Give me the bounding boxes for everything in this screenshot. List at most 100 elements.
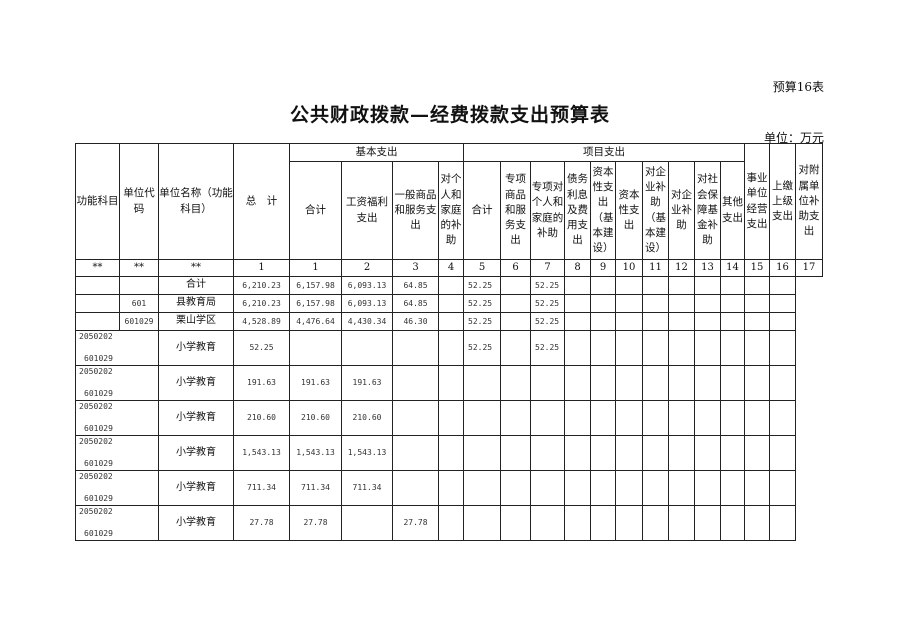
unit-code: 601029 [84,424,113,434]
table-cell [668,365,695,401]
table-cell [500,312,531,331]
table-cell [438,330,464,366]
table-cell: 4,430.34 [341,312,393,331]
table-cell [615,276,643,295]
table-cell [500,365,531,401]
table-cell [694,365,721,401]
table-cell [769,470,797,506]
table-cell [769,435,797,471]
table-cell: 52.25 [463,312,501,331]
table-cell [769,505,797,541]
table-cell [463,505,501,541]
table-cell [719,470,746,506]
table-cell [642,330,669,366]
header-basic-col: 一般商品和服务支出 [392,161,439,260]
table-cell [564,312,591,331]
index-cell: 13 [694,259,721,277]
table-cell: 6,093.13 [341,294,393,313]
table-cell [530,365,565,401]
index-cell: 6 [500,259,531,277]
table-cell: 52.25 [463,294,501,313]
func-code: 2050202 [79,402,113,411]
index-cell: 1 [289,259,342,277]
table-cell: 小学教育 [158,400,234,436]
header-project-col: 债务利息及费用支出 [564,161,591,260]
table-cell [590,435,616,471]
table-cell [744,294,771,313]
table-cell: 6,210.23 [233,294,290,313]
table-cell [500,470,531,506]
table-cell [392,470,439,506]
table-cell [769,312,797,331]
index-cell: 8 [564,259,591,277]
budget-table: 功能科目 单位代码 单位名称（功能科目）总 计基本支出 项目支出 事业单位经营支出 上缴上… [75,143,824,541]
table-cell [642,400,669,436]
table-row: 2050202 601029 小学教育 711.34 711.34 711.34 [75,470,823,506]
table-row: 601 县教育局 6,210.23 6,157.98 6,093.13 64.85 52.2… [75,294,823,313]
table-cell [719,294,746,313]
table-cell [341,505,393,541]
table-cell [590,276,616,295]
table-cell [590,312,616,331]
table-cell [668,312,695,331]
table-cell [719,276,746,295]
table-cell [463,470,501,506]
index-cell: 15 [744,259,771,277]
table-cell: 601029 [119,312,159,331]
table-cell [590,400,616,436]
table-cell [75,294,120,313]
header-project-col: 合计 [463,161,501,260]
table-cell: 小学教育 [158,365,234,401]
table-cell: 52.25 [530,294,565,313]
table-cell [463,435,501,471]
table-cell: 6,093.13 [341,276,393,295]
table-cell: 27.78 [289,505,342,541]
index-cell: 9 [590,259,616,277]
table-cell [564,400,591,436]
index-cell: ** [158,259,234,277]
table-row: 2050202 601029 小学教育 1,543.13 1,543.13 1,543.1… [75,435,823,471]
table-cell [769,400,797,436]
header-basic-col: 工资福利支出 [341,161,393,260]
func-code-cell: 2050202 601029 [75,365,159,401]
table-cell [744,505,771,541]
table-cell: 711.34 [289,470,342,506]
table-cell [615,470,643,506]
table-cell [719,435,746,471]
table-cell [668,400,695,436]
index-cell: 1 [233,259,290,277]
index-cell: ** [119,259,159,277]
table-cell [564,505,591,541]
table-cell [500,400,531,436]
header-project-col: 专项对个人和家庭的补助 [530,161,565,260]
table-cell [642,505,669,541]
table-cell [694,294,721,313]
table-cell [744,330,771,366]
index-cell: 4 [438,259,464,277]
table-cell [615,435,643,471]
table-cell: 52.25 [530,330,565,366]
header-code: 单位代码 [119,143,159,260]
table-cell: 46.30 [392,312,439,331]
table-number: 预算16表 [772,80,824,94]
header-basic-col: 对个人和家庭的补助 [438,161,464,260]
table-row: 合计 6,210.23 6,157.98 6,093.13 64.85 52.25 52.2… [75,276,823,295]
table-row: 2050202 601029 小学教育 52.25 52.25 52.25 [75,330,823,366]
header-project-col: 专项商品和服务支出 [500,161,531,260]
table-cell [500,435,531,471]
index-cell: 10 [615,259,643,277]
index-cell: 11 [642,259,669,277]
func-code-cell: 2050202 601029 [75,330,159,366]
index-cell: 7 [530,259,565,277]
table-row: 2050202 601029 小学教育 191.63 191.63 191.63 [75,365,823,401]
table-cell [642,294,669,313]
table-cell [530,435,565,471]
table-cell [694,470,721,506]
table-cell: 6,157.98 [289,276,342,295]
table-cell [564,435,591,471]
header-basic: 基本支出 [289,143,464,162]
table-cell: 小学教育 [158,505,234,541]
table-row: 601029 栗山学区 4,528.89 4,476.64 4,430.34 46.30 5… [75,312,823,331]
unit-code: 601029 [84,494,113,504]
table-cell: 64.85 [392,276,439,295]
